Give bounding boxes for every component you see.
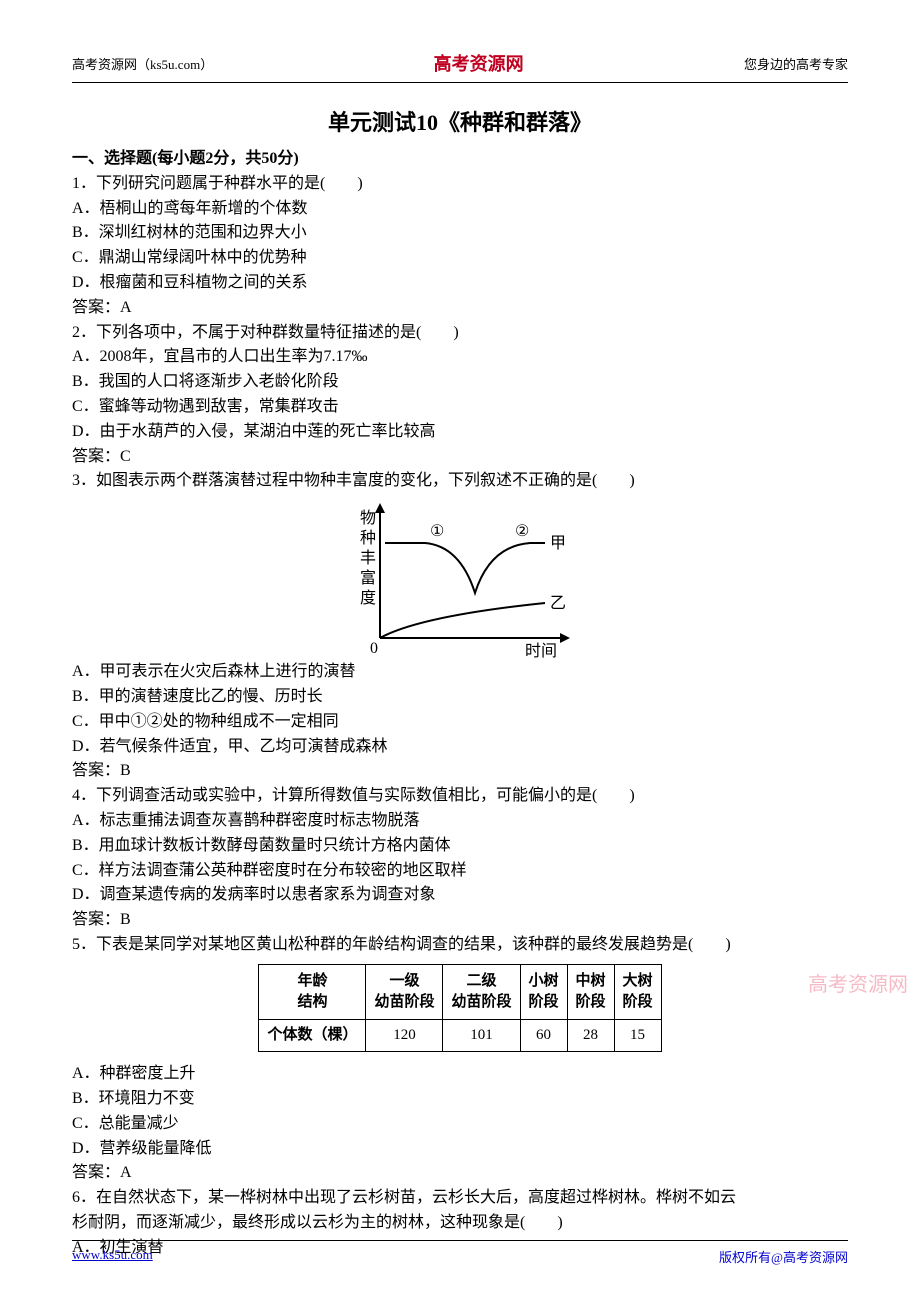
q2-option-d: D．由于水葫芦的入侵，某湖泊中莲的死亡率比较高 xyxy=(72,420,848,445)
q3-option-d: D．若气候条件适宜，甲、乙均可演替成森林 xyxy=(72,735,848,760)
watermark-text: 高考资源网 xyxy=(808,968,908,997)
q5-option-d: D．营养级能量降低 xyxy=(72,1137,848,1162)
q5-option-c: C．总能量减少 xyxy=(72,1112,848,1137)
table-head-r2c4: 阶段 xyxy=(529,994,559,1010)
table-cell: 15 xyxy=(614,1019,661,1052)
q4-stem: 4．下列调查活动或实验中，计算所得数值与实际数值相比，可能偏小的是( ) xyxy=(72,784,848,809)
q1-option-b: B．深圳红树林的范围和边界大小 xyxy=(72,221,848,246)
q3-answer: 答案：B xyxy=(72,759,848,784)
q3-option-a: A．甲可表示在火灾后森林上进行的演替 xyxy=(72,660,848,685)
table-head-r2c3: 幼苗阶段 xyxy=(451,994,511,1010)
chart-mark-2: ② xyxy=(515,523,529,540)
chart-line1-label: 甲 xyxy=(550,535,566,552)
header-divider xyxy=(72,82,848,83)
table-head-r2c6: 阶段 xyxy=(623,994,653,1010)
table-row: 个体数（棵） 120 101 60 28 15 xyxy=(259,1019,661,1052)
q2-option-c: C．蜜蜂等动物遇到敌害，常集群攻击 xyxy=(72,395,848,420)
q5-option-a: A．种群密度上升 xyxy=(72,1062,848,1087)
table-head-r1c1: 年龄 xyxy=(297,973,327,989)
q4-option-c: C．样方法调查蒲公英种群密度时在分布较密的地区取样 xyxy=(72,859,848,884)
chart-mark-1: ① xyxy=(430,523,444,540)
q2-option-b: B．我国的人口将逐渐步入老龄化阶段 xyxy=(72,370,848,395)
section-heading: 一、选择题(每小题2分，共50分) xyxy=(72,147,848,172)
q4-answer: 答案：B xyxy=(72,908,848,933)
chart-ylabel-char1: 物 xyxy=(360,509,376,527)
q6-stem-line2: 杉耐阴，而逐渐减少，最终形成以云杉为主的树林，这种现象是( ) xyxy=(72,1211,848,1236)
table-head-r1c2: 一级 xyxy=(389,973,419,989)
q2-option-a: A．2008年，宜昌市的人口出生率为7.17‰ xyxy=(72,345,848,370)
footer-divider xyxy=(72,1240,848,1241)
page-title: 单元测试10《种群和群落》 xyxy=(72,105,848,137)
q5-table-wrap: 年龄 结构 一级 幼苗阶段 二级 幼苗阶段 小树 阶段 中树 阶段 xyxy=(72,964,848,1053)
q3-stem: 3．如图表示两个群落演替过程中物种丰富度的变化，下列叙述不正确的是( ) xyxy=(72,469,848,494)
page-footer: www.ks5u.com 版权所有@高考资源网 xyxy=(72,1240,848,1266)
q2-answer: 答案：C xyxy=(72,445,848,470)
q5-stem: 5．下表是某同学对某地区黄山松种群的年龄结构调查的结果，该种群的最终发展趋势是(… xyxy=(72,933,848,958)
footer-copyright: 版权所有@高考资源网 xyxy=(719,1247,848,1266)
chart-ylabel-char3: 丰 xyxy=(360,549,376,567)
q5-answer: 答案：A xyxy=(72,1161,848,1186)
table-cell: 101 xyxy=(443,1019,520,1052)
table-head-r2c2: 幼苗阶段 xyxy=(374,994,434,1010)
q5-option-b: B．环境阻力不变 xyxy=(72,1087,848,1112)
q3-option-b: B．甲的演替速度比乙的慢、历时长 xyxy=(72,685,848,710)
chart-line2-label: 乙 xyxy=(550,595,566,612)
chart-ylabel-char4: 富 xyxy=(360,569,376,587)
chart-origin: 0 xyxy=(370,640,378,657)
table-head-r2c5: 阶段 xyxy=(576,994,606,1010)
q6-stem-line1: 6．在自然状态下，某一桦树林中出现了云杉树苗，云杉长大后，高度超过桦树林。桦树不… xyxy=(72,1186,848,1211)
q4-option-a: A．标志重捕法调查灰喜鹊种群密度时标志物脱落 xyxy=(72,809,848,834)
age-structure-table: 年龄 结构 一级 幼苗阶段 二级 幼苗阶段 小树 阶段 中树 阶段 xyxy=(258,964,661,1053)
header-center-logo: 高考资源网 xyxy=(434,50,524,76)
table-head-r1c4: 小树 xyxy=(529,973,559,989)
page-header: 高考资源网（ks5u.com） 高考资源网 您身边的高考专家 xyxy=(72,50,848,76)
table-head-r1c6: 大树 xyxy=(623,973,653,989)
table-cell: 120 xyxy=(366,1019,443,1052)
q1-answer: 答案：A xyxy=(72,296,848,321)
q2-stem: 2．下列各项中，不属于对种群数量特征描述的是( ) xyxy=(72,321,848,346)
table-head-r2c1: 结构 xyxy=(297,994,327,1010)
q1-option-a: A．梧桐山的鸢每年新增的个体数 xyxy=(72,197,848,222)
chart-xlabel: 时间 xyxy=(525,642,557,658)
species-richness-chart: 物 种 丰 富 度 0 时间 ① ② 甲 乙 xyxy=(330,498,590,658)
table-head-r1c3: 二级 xyxy=(466,973,496,989)
table-cell: 28 xyxy=(567,1019,614,1052)
footer-url[interactable]: www.ks5u.com xyxy=(72,1247,153,1266)
q1-option-d: D．根瘤菌和豆科植物之间的关系 xyxy=(72,271,848,296)
q4-option-d: D．调查某遗传病的发病率时以患者家系为调查对象 xyxy=(72,883,848,908)
header-right: 您身边的高考专家 xyxy=(744,54,848,73)
table-head-r1c5: 中树 xyxy=(576,973,606,989)
chart-ylabel-char2: 种 xyxy=(360,529,376,547)
table-cell: 60 xyxy=(520,1019,567,1052)
q1-stem: 1．下列研究问题属于种群水平的是( ) xyxy=(72,172,848,197)
chart-ylabel-char5: 度 xyxy=(360,589,376,607)
table-body-head: 个体数（棵） xyxy=(259,1019,366,1052)
header-left: 高考资源网（ks5u.com） xyxy=(72,54,213,73)
q3-option-c: C．甲中①②处的物种组成不一定相同 xyxy=(72,710,848,735)
q3-chart: 物 种 丰 富 度 0 时间 ① ② 甲 乙 xyxy=(72,498,848,658)
q4-option-b: B．用血球计数板计数酵母菌数量时只统计方格内菌体 xyxy=(72,834,848,859)
q1-option-c: C．鼎湖山常绿阔叶林中的优势种 xyxy=(72,246,848,271)
